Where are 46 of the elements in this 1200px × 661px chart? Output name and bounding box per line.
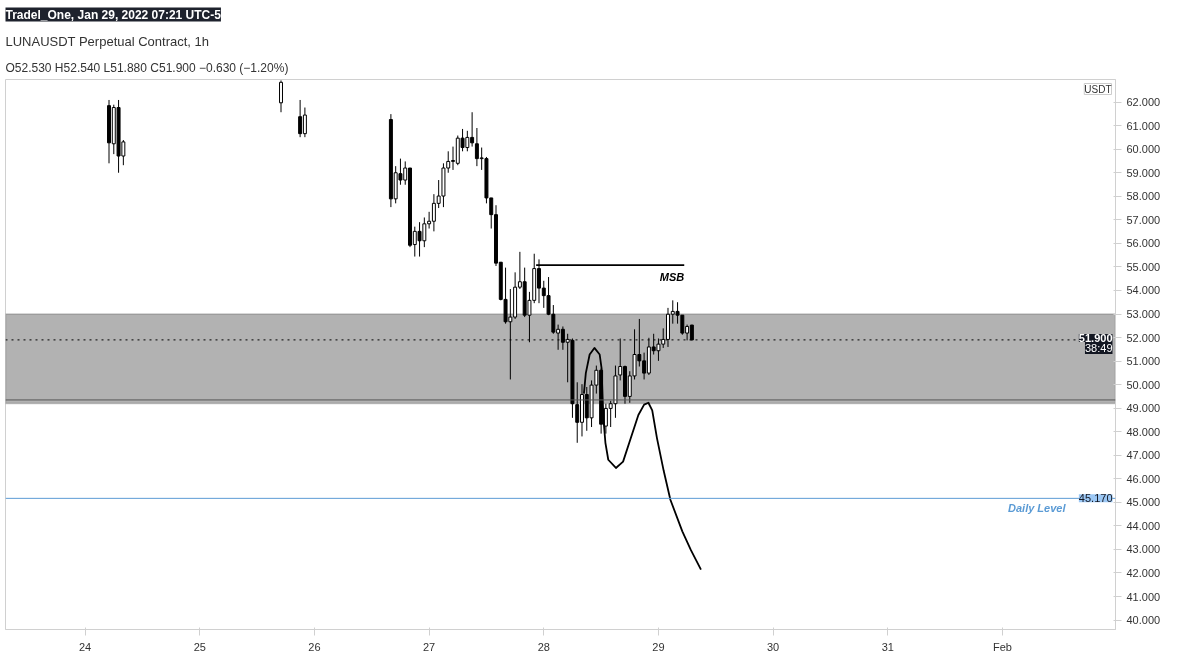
y-tick-label: 49.000 bbox=[1126, 402, 1161, 415]
candlestick bbox=[417, 221, 422, 258]
y-tick-label: 59.000 bbox=[1126, 166, 1161, 179]
y-tick-label: 42.000 bbox=[1126, 566, 1161, 579]
text: Tradel_One, Jan 29, 2022 07:21 UTC-5 bbox=[5, 7, 222, 22]
x-tick-label: 31 bbox=[881, 640, 894, 653]
y-tick-label: 43.000 bbox=[1126, 543, 1161, 556]
x-tick-label: Feb bbox=[992, 640, 1012, 653]
y-tick-label: 60.000 bbox=[1126, 143, 1161, 156]
y-tick-label: 53.000 bbox=[1126, 308, 1161, 320]
y-tick-label: 50.000 bbox=[1126, 378, 1161, 391]
y-tick-label: 51.000 bbox=[1126, 355, 1161, 368]
y-tick-label: 47.000 bbox=[1126, 449, 1161, 462]
x-tick-label: 24 bbox=[79, 640, 92, 653]
y-tick-label: 48.000 bbox=[1126, 425, 1161, 438]
y-tick-label: 45.000 bbox=[1126, 496, 1161, 509]
y-tick-label: 62.000 bbox=[1126, 96, 1161, 109]
x-tick-label: 27 bbox=[423, 640, 436, 653]
annotation: 45.170 bbox=[1078, 492, 1113, 505]
x-tick-label: 26 bbox=[308, 640, 321, 653]
series-label: MSB bbox=[659, 271, 685, 284]
x-tick-label: 25 bbox=[193, 640, 206, 653]
y-tick-label: 61.000 bbox=[1126, 119, 1161, 132]
candlestick bbox=[279, 79, 283, 113]
x-tick-label: 30 bbox=[766, 640, 780, 653]
y-tick-label: 58.000 bbox=[1126, 190, 1161, 203]
y-tick-label: 52.000 bbox=[1126, 331, 1161, 344]
y-axis-title: USDT bbox=[1084, 83, 1112, 95]
chart-title: LUNAUSDT Perpetual Contract, 1h bbox=[5, 33, 210, 49]
y-tick-label: 40.000 bbox=[1126, 614, 1161, 627]
x-tick-label: 29 bbox=[652, 640, 665, 653]
y-tick-label: 56.000 bbox=[1126, 237, 1161, 250]
text: O52.530 H52.540 L51.880 C51.900 −0.630 (−1.20%) bbox=[5, 60, 289, 75]
x-tick-label: 28 bbox=[537, 640, 550, 653]
y-tick-label: 57.000 bbox=[1126, 213, 1161, 226]
annotation: 38:49 bbox=[1084, 341, 1113, 354]
y-tick-label: 55.000 bbox=[1126, 260, 1161, 273]
y-tick-label: 41.000 bbox=[1126, 590, 1161, 603]
candlestick bbox=[298, 99, 303, 138]
ref-line-label: Daily Level bbox=[1008, 502, 1067, 515]
candlestick bbox=[302, 107, 307, 138]
ref-line-label: 51.900 bbox=[1078, 331, 1113, 344]
y-tick-label: 54.000 bbox=[1126, 284, 1161, 297]
y-tick-label: 46.000 bbox=[1126, 472, 1161, 485]
y-tick-label: 44.000 bbox=[1126, 519, 1161, 532]
candlestick bbox=[575, 381, 580, 444]
